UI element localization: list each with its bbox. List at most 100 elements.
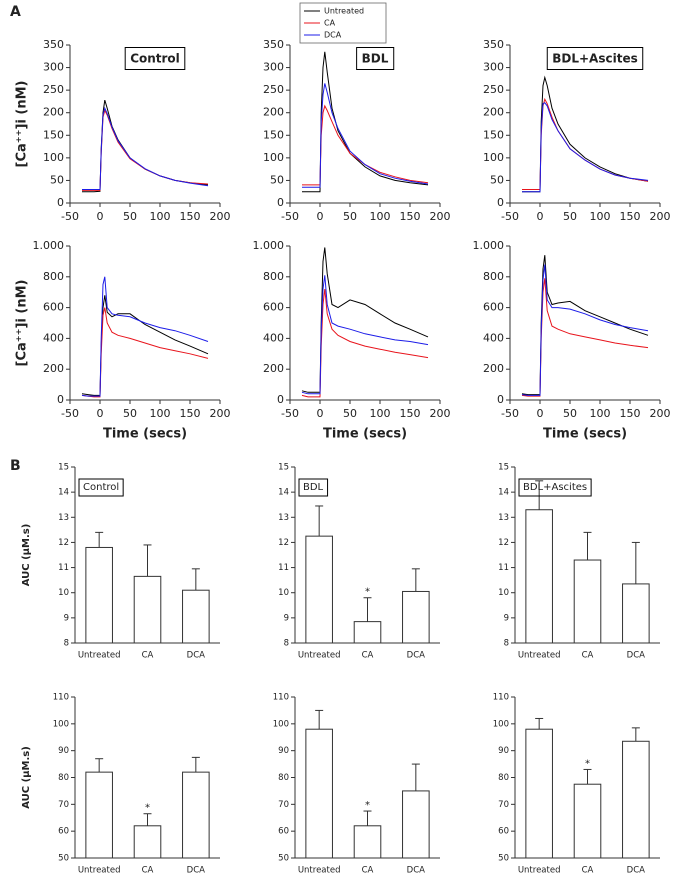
y-tick-label: 10: [278, 588, 289, 598]
legend-label: DCA: [324, 31, 342, 40]
x-tick-label: DCA: [187, 651, 205, 661]
y-tick-label: 8: [504, 639, 509, 649]
y-tick-label: 70: [58, 800, 69, 810]
x-tick-label: -50: [281, 407, 299, 420]
y-tick-label: 200: [43, 106, 64, 119]
y-tick-label: 300: [43, 61, 64, 74]
y-tick-label: 800: [263, 270, 284, 283]
chart-title: BDL+Ascites: [523, 482, 587, 493]
y-tick-label: 600: [263, 301, 284, 314]
y-tick-label: 150: [43, 128, 64, 141]
bar: [525, 728, 553, 859]
bar: [622, 740, 650, 859]
y-tick-label: 9: [504, 613, 509, 623]
bar: [573, 783, 602, 859]
y-tick-label: 12: [278, 538, 289, 548]
x-tick-label: 100: [590, 210, 611, 223]
y-axis-label: AUC (µM.s): [21, 746, 32, 809]
y-tick-label: 15: [58, 463, 69, 473]
trace: [302, 51, 429, 193]
significance-mark: *: [365, 800, 370, 811]
trace: [301, 275, 429, 395]
x-tick-label: DCA: [627, 866, 645, 876]
y-tick-label: 90: [498, 746, 509, 756]
y-tick-label: 100: [263, 151, 284, 164]
bar: [622, 583, 650, 644]
x-tick-label: 100: [370, 210, 391, 223]
bar: [573, 559, 602, 644]
y-tick-label: 200: [263, 106, 284, 119]
bar: [305, 535, 333, 644]
y-tick-label: 800: [43, 270, 64, 283]
y-tick-label: 250: [263, 83, 284, 96]
x-tick-label: 150: [180, 210, 201, 223]
y-tick-label: 11: [498, 563, 509, 573]
y-tick-label: 100: [53, 719, 69, 729]
y-tick-label: 90: [58, 746, 69, 756]
y-tick-label: 0: [57, 196, 64, 209]
x-tick-label: -50: [61, 407, 79, 420]
title-box: [356, 47, 395, 70]
x-tick-label: 150: [180, 407, 201, 420]
bar: [402, 590, 430, 644]
x-tick-label: 200: [210, 210, 231, 223]
y-tick-label: 200: [263, 362, 284, 375]
x-tick-label: 100: [150, 407, 171, 420]
y-tick-label: 15: [498, 463, 509, 473]
y-tick-label: 90: [278, 746, 289, 756]
x-tick-label: 200: [430, 210, 451, 223]
x-tick-label: CA: [142, 866, 154, 876]
y-tick-label: 12: [498, 538, 509, 548]
x-tick-label: 50: [123, 407, 137, 420]
x-tick-label: CA: [582, 866, 594, 876]
y-tick-label: 50: [490, 173, 504, 186]
x-axis-label: Time (secs): [103, 427, 187, 442]
bar: [305, 728, 333, 859]
chart-title: Control: [130, 52, 180, 66]
x-tick-label: 150: [400, 407, 421, 420]
y-tick-label: 100: [273, 719, 289, 729]
y-axis-label: AUC (µM.s): [21, 524, 32, 587]
bar: [525, 509, 553, 644]
trace: [301, 289, 429, 398]
y-tick-label: 150: [263, 128, 284, 141]
title-box: [78, 478, 124, 497]
x-axis-label: Time (secs): [323, 427, 407, 442]
chart-title: BDL: [362, 52, 389, 66]
x-tick-label: Untreated: [78, 866, 121, 876]
y-axis-label: [Ca⁺⁺]i (nM): [15, 280, 30, 367]
bar: [182, 771, 210, 859]
x-tick-label: CA: [142, 651, 154, 661]
y-tick-label: 60: [498, 827, 509, 837]
y-tick-label: 11: [58, 563, 69, 573]
y-tick-label: 200: [483, 106, 504, 119]
y-tick-label: 80: [498, 773, 509, 783]
x-tick-label: 0: [97, 407, 104, 420]
significance-mark: *: [365, 587, 370, 598]
y-tick-label: 1.000: [253, 239, 285, 252]
x-tick-label: 200: [430, 407, 451, 420]
y-tick-label: 70: [498, 800, 509, 810]
x-tick-label: -50: [281, 210, 299, 223]
y-tick-label: 80: [278, 773, 289, 783]
y-tick-label: 110: [493, 693, 509, 703]
y-tick-label: 110: [53, 693, 69, 703]
y-tick-label: 250: [43, 83, 64, 96]
chart-title: Control: [83, 482, 119, 493]
bar: [402, 790, 430, 859]
chart-title: BDL: [303, 482, 324, 493]
y-tick-label: 0: [277, 393, 284, 406]
y-tick-label: 350: [43, 38, 64, 51]
chart-title: BDL+Ascites: [552, 52, 637, 66]
y-tick-label: 50: [498, 854, 509, 864]
y-tick-label: 10: [498, 588, 509, 598]
title-box: [518, 478, 592, 497]
trace: [522, 102, 649, 193]
bar: [353, 621, 382, 644]
x-tick-label: 0: [317, 210, 324, 223]
trace: [521, 255, 649, 396]
legend-label: Untreated: [324, 7, 364, 16]
y-tick-label: 1.000: [33, 239, 65, 252]
y-tick-label: 60: [58, 827, 69, 837]
y-tick-label: 110: [273, 693, 289, 703]
